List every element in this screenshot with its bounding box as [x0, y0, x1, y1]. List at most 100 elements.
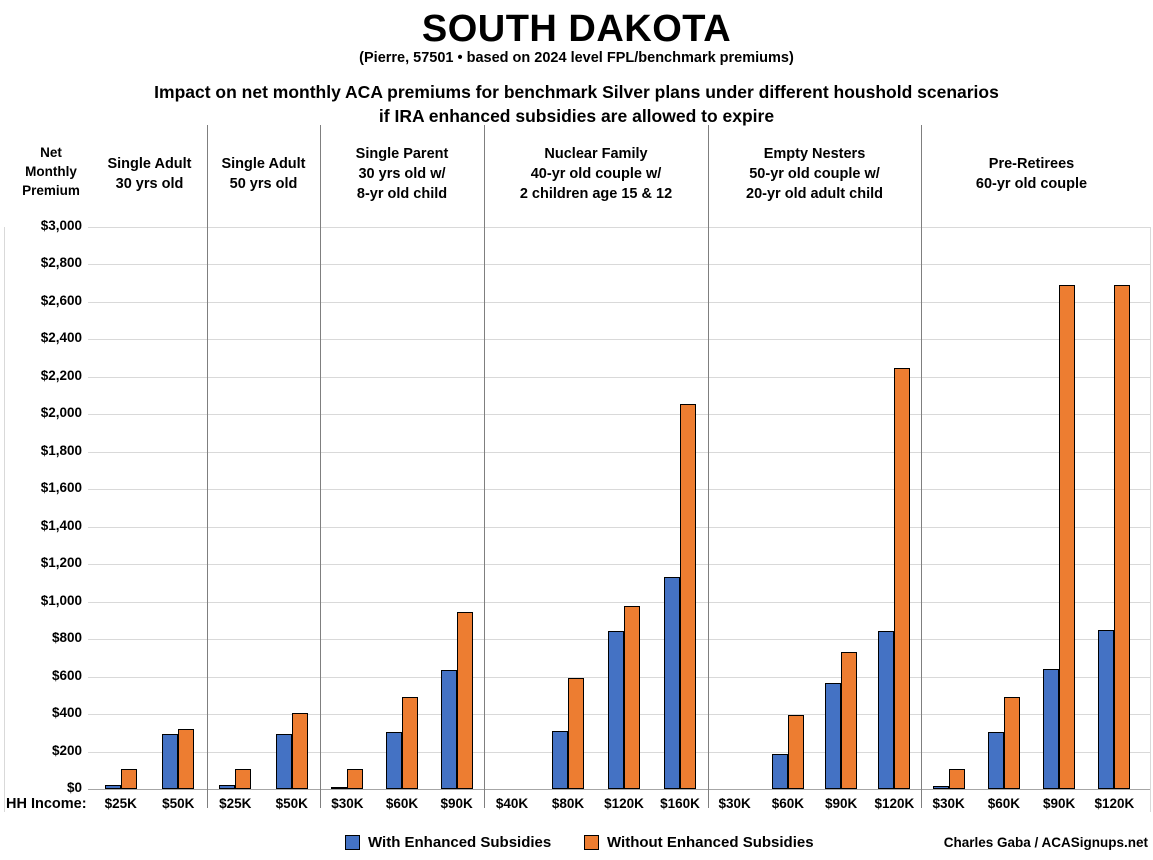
plot-frame-left [4, 227, 5, 812]
x-tick-label: $60K [987, 796, 1021, 811]
group-separator [320, 125, 321, 808]
y-axis-title: Net Monthly Premium [10, 143, 92, 200]
group-separator [921, 125, 922, 808]
bar-with-subsidies [104, 785, 121, 789]
y-tick-label: $200 [51, 742, 82, 758]
x-tick-label: $30K [932, 796, 965, 811]
y-tick-label: $2,600 [40, 292, 82, 308]
x-tick-label: $160K [660, 796, 700, 811]
y-tick-label: $1,400 [40, 517, 82, 533]
group-header: Nuclear Family 40-yr old couple w/2 child… [484, 136, 708, 212]
chart-heading-line1: Impact on net monthly ACA premiums for b… [154, 82, 999, 102]
group-header-line: 50-yr old couple w/ [749, 166, 880, 182]
bar-with-subsidies [608, 630, 624, 789]
x-tick-label: $120K [874, 796, 915, 811]
group-header-line: Single Adult [221, 156, 306, 172]
y-tick-label: $1,200 [40, 555, 82, 571]
group-header-line: Nuclear Family [544, 146, 648, 162]
y-axis-title-line1: Net [40, 145, 62, 160]
group-header-line: 30 yrs old w/ [358, 166, 446, 182]
group-header: Single Adult 30 yrs old [92, 136, 207, 212]
y-axis-title-line2: Monthly [25, 164, 77, 179]
bar-with-subsidies [552, 730, 568, 789]
bar-without-subsidies [235, 769, 252, 789]
group-header-line: Single Adult [107, 156, 192, 172]
x-tick-label: $90K [1042, 796, 1076, 811]
bar-without-subsidies [291, 713, 308, 789]
y-tick-label: $2,000 [40, 405, 82, 421]
bar-with-subsidies [219, 785, 236, 789]
y-tick-label: $2,400 [40, 330, 82, 346]
y-tick-label: $1,000 [40, 592, 82, 608]
bar-with-subsidies [932, 786, 949, 789]
group-separator [207, 125, 208, 808]
gridline [88, 564, 1150, 566]
bar-without-subsidies [1059, 285, 1076, 789]
x-tick-label: $50K [275, 796, 308, 811]
y-tick-label: $1,600 [40, 480, 82, 496]
y-tick-label: $0 [66, 780, 82, 795]
chart-heading: Impact on net monthly ACA premiums for b… [0, 80, 1153, 128]
y-tick-label: $2,200 [40, 367, 82, 383]
y-axis-title-line3: Premium [22, 183, 80, 198]
chart-heading-line2: if IRA enhanced subsidies are allowed to… [378, 106, 775, 126]
gridline [88, 489, 1150, 491]
bar-with-subsidies [878, 630, 895, 789]
group-header-line: 30 yrs old [115, 176, 184, 192]
legend-swatch-without-subsidies [584, 835, 599, 850]
bar-without-subsidies [680, 404, 696, 789]
group-header-line: Empty Nesters [763, 146, 866, 162]
group-header-line: 60-yr old couple [975, 176, 1088, 192]
group-header-line: 2 children age 15 & 12 [519, 186, 673, 202]
plot-frame-right [1150, 227, 1151, 812]
y-tick-label: $400 [51, 705, 82, 721]
x-tick-label: $60K [385, 796, 419, 811]
y-tick-label: $1,800 [40, 442, 82, 458]
x-tick-label: $50K [162, 796, 195, 811]
x-tick-label: $40K [495, 796, 529, 811]
y-tick-label: $2,800 [40, 255, 82, 271]
bar-with-subsidies [331, 787, 348, 790]
bar-with-subsidies [664, 577, 680, 789]
x-tick-label: $120K [604, 796, 644, 811]
bar-without-subsidies [1114, 285, 1131, 789]
y-tick-label: $800 [51, 630, 82, 646]
bar-without-subsidies [948, 769, 965, 789]
x-tick-label: $30K [331, 796, 364, 811]
bar-without-subsidies [1003, 697, 1020, 789]
gridline [88, 301, 1150, 303]
group-header: Pre-Retirees 60-yr old couple [921, 136, 1142, 212]
x-tick-label: $80K [551, 796, 585, 811]
legend-item-with-subsidies: With Enhanced Subsidies [345, 834, 551, 851]
bar-with-subsidies [440, 670, 457, 789]
gridline [88, 264, 1150, 266]
gridline [88, 414, 1150, 416]
bar-with-subsidies [1098, 629, 1115, 789]
group-header-line: 20-yr old adult child [746, 186, 883, 202]
x-tick-label: $90K [824, 796, 858, 811]
gridline [88, 227, 1150, 228]
y-tick-label: $3,000 [40, 218, 82, 233]
gridline [88, 789, 1150, 790]
credit-text: Charles Gaba / ACASignups.net [943, 835, 1148, 850]
legend-item-without-subsidies: Without Enhanced Subsidies [584, 834, 814, 851]
bar-without-subsidies [624, 606, 640, 789]
bar-with-subsidies [162, 733, 179, 789]
chart-title: SOUTH DAKOTA [421, 8, 732, 50]
x-tick-label: $25K [104, 796, 137, 811]
group-header-line: Single Parent [355, 146, 449, 162]
bar-with-subsidies [825, 683, 842, 789]
group-header-line: Pre-Retirees [988, 156, 1075, 172]
legend-label-with-subsidies: With Enhanced Subsidies [368, 834, 552, 851]
bar-with-subsidies [771, 754, 788, 789]
gridline [88, 376, 1150, 378]
group-header: Empty Nesters 50-yr old couple w/20-yr ol… [708, 136, 921, 212]
bar-without-subsidies [894, 367, 911, 789]
bar-without-subsidies [178, 729, 195, 789]
bar-without-subsidies [841, 652, 858, 789]
chart-subtitle: (Pierre, 57501 • based on 2024 level FPL… [359, 50, 794, 66]
group-header: Single Parent 30 yrs old w/8-yr old child [320, 136, 484, 212]
x-tick-label: $25K [219, 796, 252, 811]
x-axis-title: HH Income: [6, 796, 87, 812]
